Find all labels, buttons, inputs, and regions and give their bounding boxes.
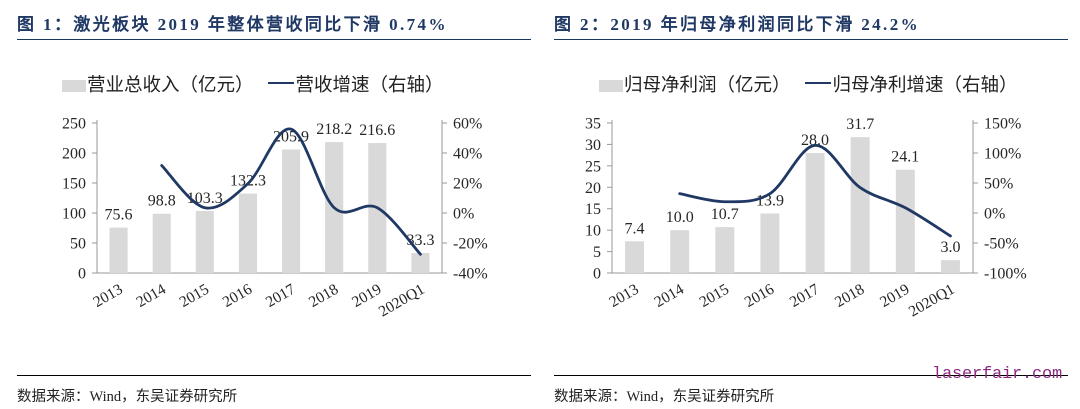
svg-text:25: 25 <box>585 158 601 175</box>
svg-text:0%: 0% <box>453 206 474 223</box>
svg-text:2016: 2016 <box>220 281 256 311</box>
svg-text:-50%: -50% <box>984 236 1019 253</box>
svg-text:218.2: 218.2 <box>316 121 352 138</box>
svg-text:10: 10 <box>585 223 601 240</box>
svg-text:5: 5 <box>593 244 601 261</box>
svg-text:50%: 50% <box>984 176 1013 193</box>
svg-text:30: 30 <box>585 137 601 154</box>
svg-text:2015: 2015 <box>177 281 213 311</box>
svg-text:-20%: -20% <box>453 236 488 253</box>
svg-text:2014: 2014 <box>134 281 170 311</box>
svg-text:-40%: -40% <box>453 266 488 283</box>
svg-text:60%: 60% <box>453 116 482 133</box>
svg-text:2014: 2014 <box>652 281 688 311</box>
svg-text:0%: 0% <box>984 206 1005 223</box>
svg-text:2020Q1: 2020Q1 <box>906 281 958 321</box>
svg-text:0: 0 <box>78 266 86 283</box>
svg-text:2017: 2017 <box>787 281 823 311</box>
svg-text:150: 150 <box>62 176 86 193</box>
svg-text:50: 50 <box>70 236 86 253</box>
svg-text:2013: 2013 <box>90 281 126 311</box>
svg-text:75.6: 75.6 <box>105 207 133 224</box>
svg-text:150%: 150% <box>984 116 1021 133</box>
svg-text:10.0: 10.0 <box>666 209 694 226</box>
svg-text:2017: 2017 <box>263 281 299 311</box>
svg-text:35: 35 <box>585 116 601 133</box>
svg-text:2018: 2018 <box>306 281 342 311</box>
svg-text:2020Q1: 2020Q1 <box>376 281 428 321</box>
svg-text:250: 250 <box>62 116 86 133</box>
svg-text:20: 20 <box>585 180 601 197</box>
svg-text:10.7: 10.7 <box>711 206 739 223</box>
svg-text:-100%: -100% <box>984 266 1027 283</box>
svg-text:2018: 2018 <box>832 281 868 311</box>
svg-text:24.1: 24.1 <box>891 149 919 166</box>
svg-text:200: 200 <box>62 146 86 163</box>
svg-text:7.4: 7.4 <box>625 220 645 237</box>
svg-text:2015: 2015 <box>697 281 733 311</box>
svg-text:3.0: 3.0 <box>940 239 960 256</box>
svg-text:2016: 2016 <box>742 281 778 311</box>
svg-text:15: 15 <box>585 201 601 218</box>
svg-text:31.7: 31.7 <box>846 116 874 133</box>
svg-text:216.6: 216.6 <box>359 122 395 139</box>
svg-text:100: 100 <box>62 206 86 223</box>
svg-text:40%: 40% <box>453 146 482 163</box>
svg-text:132.3: 132.3 <box>230 173 266 190</box>
svg-text:2013: 2013 <box>606 281 642 311</box>
svg-text:0: 0 <box>593 266 601 283</box>
svg-text:98.8: 98.8 <box>148 193 176 210</box>
svg-text:20%: 20% <box>453 176 482 193</box>
svg-text:100%: 100% <box>984 146 1021 163</box>
